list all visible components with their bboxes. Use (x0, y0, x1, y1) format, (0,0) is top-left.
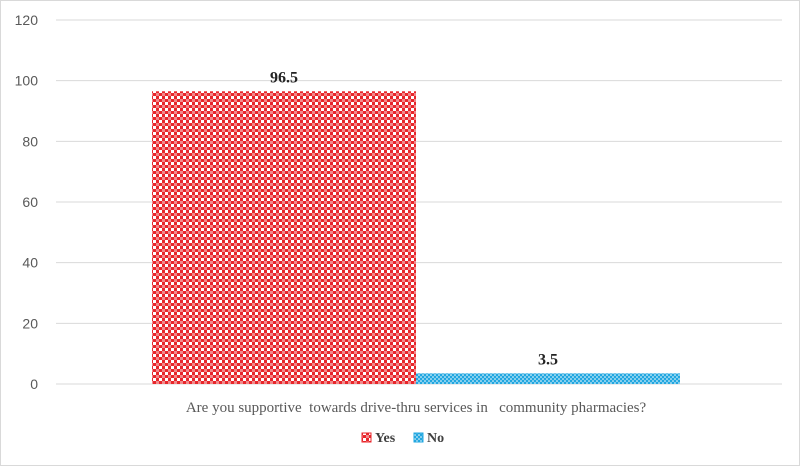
legend-label-no: No (427, 431, 444, 446)
category-label: Are you supportive towards drive-thru se… (186, 400, 647, 416)
bar-no (416, 373, 680, 384)
x-axis-categories: Are you supportive towards drive-thru se… (186, 400, 647, 416)
bar-yes (152, 91, 416, 385)
y-axis-ticks: 0 20 40 60 80 100 120 (15, 12, 39, 392)
y-tick-label: 20 (22, 315, 38, 331)
legend-label-yes: Yes (375, 431, 396, 446)
y-tick-label: 0 (30, 376, 38, 392)
legend: Yes No (361, 431, 444, 446)
data-labels: 96.5 3.5 (270, 69, 558, 368)
y-tick-label: 60 (22, 194, 38, 210)
y-tick-label: 40 (22, 255, 38, 271)
y-tick-label: 80 (22, 133, 38, 149)
legend-swatch-yes (361, 432, 372, 443)
legend-swatch-no (413, 432, 424, 443)
bars (152, 91, 680, 385)
data-label-yes: 96.5 (270, 69, 298, 86)
y-tick-label: 120 (15, 12, 39, 28)
data-label-no: 3.5 (538, 351, 558, 368)
y-tick-label: 100 (15, 73, 39, 89)
